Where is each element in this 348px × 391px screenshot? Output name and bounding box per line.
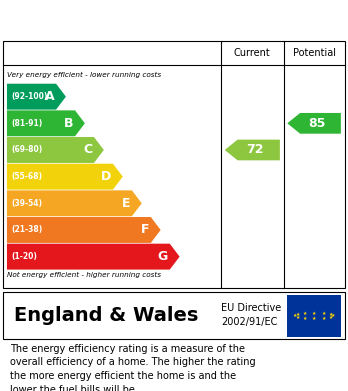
Text: ★: ★: [293, 314, 297, 318]
Polygon shape: [287, 113, 341, 134]
Text: Energy Efficiency Rating: Energy Efficiency Rating: [10, 10, 239, 28]
Text: Current: Current: [234, 48, 271, 58]
Text: ★: ★: [329, 315, 333, 320]
Polygon shape: [7, 164, 123, 190]
Text: ★: ★: [295, 312, 300, 317]
Polygon shape: [7, 217, 161, 243]
Text: England & Wales: England & Wales: [14, 307, 198, 325]
Text: (21-38): (21-38): [11, 226, 42, 235]
Text: ★: ★: [302, 316, 307, 321]
Text: EU Directive
2002/91/EC: EU Directive 2002/91/EC: [221, 303, 281, 326]
Polygon shape: [225, 140, 280, 160]
Text: The energy efficiency rating is a measure of the
overall efficiency of a home. T: The energy efficiency rating is a measur…: [10, 344, 256, 391]
Text: B: B: [64, 117, 73, 130]
Polygon shape: [7, 137, 104, 163]
Text: Not energy efficient - higher running costs: Not energy efficient - higher running co…: [7, 272, 161, 278]
Text: A: A: [45, 90, 54, 103]
Text: ★: ★: [331, 314, 335, 318]
Text: ★: ★: [329, 312, 333, 317]
Text: D: D: [101, 170, 111, 183]
Polygon shape: [7, 110, 85, 136]
Text: Potential: Potential: [293, 48, 335, 58]
Text: ★: ★: [322, 316, 326, 321]
Text: (1-20): (1-20): [11, 252, 37, 261]
Text: F: F: [141, 224, 149, 237]
Text: 72: 72: [246, 143, 264, 156]
Text: (92-100): (92-100): [11, 92, 48, 101]
Text: (81-91): (81-91): [11, 119, 42, 128]
Text: C: C: [83, 143, 92, 156]
Text: ★: ★: [322, 311, 326, 316]
Text: (55-68): (55-68): [11, 172, 42, 181]
Text: G: G: [158, 250, 168, 263]
Text: Very energy efficient - lower running costs: Very energy efficient - lower running co…: [7, 72, 161, 79]
Polygon shape: [7, 84, 66, 109]
Text: ★: ★: [295, 315, 300, 320]
Text: ★: ★: [302, 311, 307, 316]
Polygon shape: [7, 190, 142, 216]
Text: ★: ★: [312, 310, 316, 316]
Polygon shape: [7, 244, 180, 269]
Text: ★: ★: [312, 316, 316, 321]
Bar: [287, 294, 341, 337]
Text: 85: 85: [308, 117, 325, 130]
Text: (39-54): (39-54): [11, 199, 42, 208]
Text: (69-80): (69-80): [11, 145, 42, 154]
Text: E: E: [122, 197, 130, 210]
